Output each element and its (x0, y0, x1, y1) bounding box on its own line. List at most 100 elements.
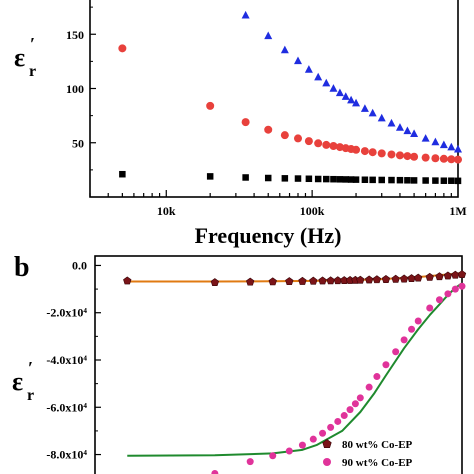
y-tick-label: 0.0 (72, 258, 87, 272)
data-point-pentagon (318, 276, 327, 285)
data-point-square (432, 177, 439, 184)
data-point-pentagon (399, 274, 409, 283)
y-tick-label: -2.0x10⁴ (46, 306, 87, 320)
data-point-pentagon (451, 270, 460, 279)
data-point-triangle (329, 84, 338, 92)
data-point-circle (334, 417, 342, 425)
data-point-circle (304, 137, 313, 146)
data-point-pentagon (425, 272, 434, 281)
panel-b-ylabel-prime: ′ (28, 358, 33, 378)
panel-a-ylabel-subscript: r (29, 63, 36, 80)
data-point-circle (426, 304, 434, 312)
data-point-square (323, 175, 330, 183)
data-point-triangle (454, 144, 462, 153)
panel-b-legend: 80 wt% Co-EP 90 wt% Co-EP (322, 439, 413, 469)
data-point-circle (322, 140, 331, 149)
data-point-square (119, 170, 126, 178)
data-point-circle (365, 383, 373, 391)
data-point-circle (346, 406, 354, 414)
data-point-triangle (341, 92, 350, 100)
data-point-pentagon (309, 276, 318, 285)
data-point-pentagon (457, 270, 467, 278)
data-point-triangle (293, 56, 302, 65)
data-point-square (206, 173, 214, 180)
data-point-circle (395, 151, 404, 160)
data-point-circle (118, 44, 127, 53)
data-point-pentagon (443, 271, 453, 280)
data-point-circle (414, 317, 422, 325)
data-point-square (369, 176, 376, 184)
data-point-circle (340, 412, 348, 420)
data-point-circle (298, 441, 306, 449)
data-point-circle (382, 361, 390, 369)
data-point-circle (439, 154, 448, 163)
data-point-square (422, 177, 429, 184)
panel-a-ticks: 10k100k1M50100150200 (66, 6, 467, 218)
data-point-triangle (241, 10, 250, 19)
data-point-circle (327, 423, 335, 431)
data-point-circle (360, 147, 369, 156)
data-point-triangle (280, 45, 289, 54)
data-point-triangle (322, 78, 331, 87)
data-point-pentagon (298, 276, 307, 285)
data-point-square (330, 175, 337, 183)
data-point-square (264, 174, 272, 182)
x-tick-label: 100k (300, 204, 325, 218)
data-point-square (336, 176, 344, 183)
data-point-circle (309, 435, 317, 443)
data-point-triangle (395, 123, 404, 131)
panel-b-letter: b (14, 252, 30, 283)
data-point-triangle (264, 31, 273, 40)
data-point-circle (352, 145, 361, 154)
data-point-triangle (403, 126, 412, 135)
y-tick-label: 150 (66, 28, 84, 42)
legend-marker-90wt (323, 458, 331, 466)
y-tick-label: -6.0x10⁴ (46, 400, 87, 414)
data-point-square (342, 176, 349, 183)
data-point-triangle (347, 95, 356, 104)
data-point-pentagon (435, 272, 444, 281)
data-point-triangle (314, 72, 323, 81)
data-point-square (347, 176, 355, 183)
data-point-circle (403, 152, 412, 161)
data-point-circle (269, 452, 277, 460)
data-point-circle (285, 447, 293, 455)
data-point-square (352, 176, 360, 183)
data-point-pentagon (407, 274, 416, 282)
panel-a-frame (89, 0, 459, 198)
data-point-circle (454, 155, 462, 164)
data-point-circle (246, 458, 254, 466)
data-point-circle (373, 373, 381, 381)
data-point-triangle (304, 65, 313, 73)
data-point-pentagon (285, 277, 294, 286)
data-point-square (404, 177, 411, 184)
data-point-square (361, 176, 369, 183)
x-tick-label: 1M (449, 204, 466, 218)
data-point-circle (431, 154, 440, 163)
data-point-square (388, 176, 395, 184)
panel-b-ylabel-subscript: r (27, 387, 34, 404)
panel-b-frame (94, 255, 463, 474)
data-point-triangle (410, 129, 419, 138)
y-tick-label: -4.0x10⁴ (46, 353, 87, 367)
data-point-triangle (377, 113, 386, 122)
data-point-circle (400, 336, 408, 344)
data-point-square (448, 177, 455, 184)
data-point-circle (408, 325, 416, 333)
data-point-circle (329, 142, 338, 151)
data-point-pentagon (268, 277, 277, 286)
data-point-triangle (447, 142, 456, 151)
data-point-circle (392, 348, 400, 356)
y-tick-label: 100 (66, 82, 84, 96)
data-point-triangle (335, 88, 344, 97)
x-tick-label: 10k (157, 204, 176, 218)
data-point-square (314, 175, 322, 183)
panel-b-ticks: 0.0 -2.0x10⁴ -4.0x10⁴ -6.0x10⁴ -8.0x10⁴ (46, 258, 101, 462)
panel-a-marks (118, 10, 462, 185)
data-point-circle (211, 469, 219, 474)
data-point-pentagon (364, 275, 374, 284)
y-tick-label: 50 (72, 136, 84, 150)
data-point-square (242, 174, 249, 181)
data-point-pentagon (414, 273, 423, 282)
